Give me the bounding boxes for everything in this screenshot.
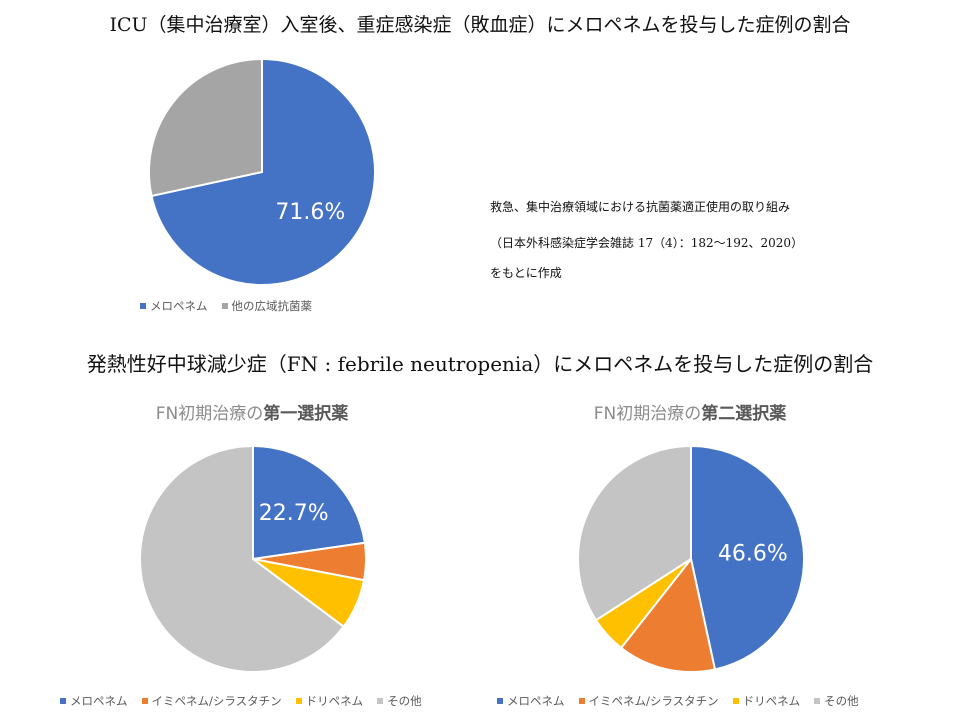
- chart-title-prefix: FN初期治療の: [155, 404, 264, 424]
- legend-item-other-broad: 他の広域抗菌薬: [221, 298, 313, 314]
- pie-data-label: 22.7%: [259, 501, 329, 526]
- legend-label: メロペネム: [507, 694, 565, 708]
- legend-label: 他の広域抗菌薬: [231, 299, 313, 313]
- legend-item-meropenem: メロペネム: [140, 298, 208, 314]
- legend-icu: メロペネム 他の広域抗菌薬: [140, 298, 312, 314]
- pie-slice-other-broad: [148, 57, 263, 198]
- chart-title-bold: 第一選択薬: [263, 404, 349, 424]
- top-section-title: ICU（集中治療室）入室後、重症感染症（敗血症）にメロペネムを投与した症例の割合: [109, 14, 851, 36]
- source-line-2: （日本外科感染症学会雑誌 17（4）：182〜192、2020）: [490, 236, 804, 250]
- legend-swatch: [578, 698, 585, 704]
- pie-chart-first-choice: 22.7%: [139, 444, 367, 673]
- legend-swatch: [732, 698, 739, 704]
- legend-label: メロペネム: [150, 299, 208, 313]
- pie-chart-second-choice: 46.6%: [577, 444, 805, 673]
- chart-title-first-choice: FN初期治療の第一選択薬: [92, 399, 412, 424]
- legend-item-doripenem: ドリペネム: [732, 693, 801, 709]
- legend-label: その他: [387, 694, 422, 708]
- legend-item-imipenem: イミペネム/シラスタチン: [141, 693, 282, 709]
- legend-label: ドリペネム: [742, 694, 801, 708]
- legend-swatch: [377, 698, 384, 704]
- bottom-section-title: 発熱性好中球減少症（FN : febrile neutropenia）にメロペネ…: [86, 352, 874, 376]
- legend-swatch: [60, 698, 66, 704]
- legend-item-meropenem: メロペネム: [60, 693, 128, 709]
- legend-item-meropenem: メロペネム: [497, 693, 565, 709]
- legend-label: イミペネム/シラスタチン: [588, 694, 719, 708]
- legend-swatch: [140, 303, 146, 309]
- legend-item-other: その他: [814, 693, 859, 709]
- chart-title-second-choice: FN初期治療の第二選択薬: [530, 399, 850, 424]
- legend-first-choice: メロペネム イミペネム/シラスタチン ドリペネム その他: [60, 693, 422, 709]
- legend-item-other: その他: [377, 693, 422, 709]
- legend-item-imipenem: イミペネム/シラスタチン: [578, 693, 719, 709]
- legend-label: イミペネム/シラスタチン: [151, 694, 282, 708]
- chart-title-bold: 第二選択薬: [701, 404, 787, 424]
- legend-label: その他: [824, 694, 859, 708]
- source-line-1: 救急、集中治療領域における抗菌薬適正使用の取り組み: [490, 200, 791, 214]
- legend-item-doripenem: ドリペネム: [295, 693, 364, 709]
- chart-title-prefix: FN初期治療の: [593, 404, 702, 424]
- pie-slice-other: [139, 444, 345, 673]
- legend-second-choice: メロペネム イミペネム/シラスタチン ドリペネム その他: [497, 693, 859, 709]
- source-line-3: をもとに作成: [490, 266, 562, 280]
- pie-chart-icu: 71.6%: [148, 57, 376, 286]
- legend-swatch: [814, 698, 821, 704]
- pie-slice-imipenem: [619, 556, 717, 673]
- legend-swatch: [141, 698, 148, 704]
- pie-slice-meropenem: [150, 57, 376, 286]
- pie-data-label: 71.6%: [275, 200, 345, 225]
- pie-slice-meropenem: [252, 444, 366, 561]
- pie-data-label: 46.6%: [718, 541, 788, 566]
- legend-swatch: [497, 698, 503, 704]
- pie-slice-other: [577, 444, 692, 622]
- legend-swatch: [295, 698, 302, 704]
- legend-swatch: [221, 303, 228, 309]
- pie-slice-meropenem: [690, 444, 805, 671]
- legend-label: メロペネム: [70, 694, 128, 708]
- legend-label: ドリペネム: [305, 694, 364, 708]
